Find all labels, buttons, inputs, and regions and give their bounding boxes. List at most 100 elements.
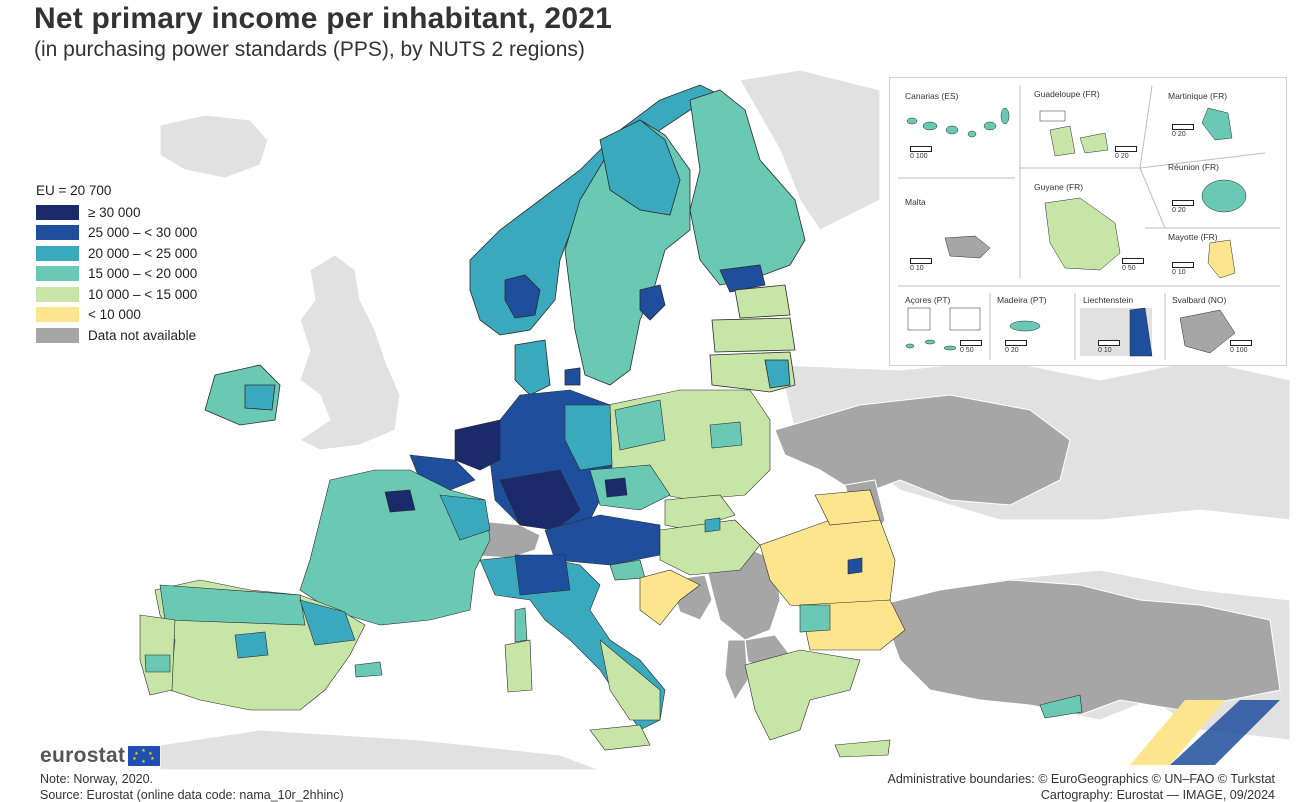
martinique-island: [1201, 107, 1233, 141]
croatia: [639, 569, 701, 626]
legend-label: ≥ 30 000: [88, 204, 141, 220]
romania-bucuresti: [847, 557, 863, 575]
germany-east: [564, 404, 613, 471]
source-note: Source: Eurostat (online data code: nama…: [40, 788, 344, 802]
ireland: [204, 364, 281, 426]
legend-item: 15 000 – < 20 000: [36, 264, 197, 285]
map-subtitle: (in purchasing power standards (PPS), by…: [34, 38, 585, 61]
central-europe: [544, 464, 761, 576]
norway-oslo: [504, 274, 541, 319]
legend-swatch: [36, 266, 79, 282]
scale-bar: 0 100: [910, 146, 932, 160]
sardinia: [504, 639, 533, 693]
scale-label: 0 50: [960, 347, 974, 354]
sweden-north: [599, 119, 681, 216]
admin-boundaries-note: Administrative boundaries: © EuroGeograp…: [887, 772, 1275, 786]
slovenia-croatia: [609, 559, 701, 626]
inset-label-martinique: Martinique (FR): [1168, 91, 1228, 101]
spain-catalonia: [299, 599, 356, 646]
scale-label: 0 10: [1172, 269, 1186, 276]
legend-label: 25 000 – < 30 000: [88, 225, 198, 241]
germany: [489, 389, 613, 531]
scale-label: 0 20: [1172, 131, 1186, 138]
czechia: [589, 464, 671, 511]
spain-madrid: [234, 631, 269, 659]
hungary: [659, 519, 761, 576]
portugal-lisboa: [144, 654, 171, 673]
inset-label-reunion: Réunion (FR): [1168, 162, 1220, 172]
sicily: [589, 724, 651, 751]
scale-bar: 0 20: [1115, 146, 1137, 160]
malta-island: [944, 235, 991, 259]
guyane-territory: [1044, 197, 1121, 271]
inset-dividers: [898, 85, 1280, 360]
albania: [724, 639, 749, 702]
scale-bar: 0 20: [1172, 124, 1194, 138]
legend-swatch: [36, 245, 79, 261]
ireland-dublin: [244, 384, 276, 411]
legend-swatch: [36, 307, 79, 323]
hungary-budapest: [704, 517, 721, 533]
canarias-islands: [906, 107, 1010, 138]
acores-islands: [905, 307, 981, 351]
corsica: [514, 607, 528, 643]
legend-item: ≥ 30 000: [36, 202, 197, 223]
romania-bulgaria: [759, 489, 906, 651]
romania-north: [814, 489, 881, 526]
decorative-stripes: [1130, 700, 1280, 765]
legend-label: Data not available: [88, 327, 197, 343]
north-africa: [159, 729, 601, 771]
russia-north: [739, 69, 881, 231]
france-paris: [384, 489, 416, 513]
map-title: Net primary income per inhabitant, 2021: [34, 2, 612, 35]
eurostat-logo: eurostat ★ ★ ★ ★ ★ ★: [40, 744, 161, 768]
legend-item: 25 000 – < 30 000: [36, 223, 197, 244]
scale-label: 0 100: [1230, 347, 1248, 354]
france: [299, 469, 528, 643]
scale-label: 0 100: [910, 153, 928, 160]
cyprus: [1039, 694, 1083, 719]
cartography-note: Cartography: Eurostat — IMAGE, 09/2024: [1040, 788, 1275, 802]
scale-bar: 0 20: [1005, 340, 1027, 354]
legend-swatch: [36, 286, 79, 302]
inset-label-guadeloupe: Guadeloupe (FR): [1034, 89, 1100, 99]
scale-bar: 0 10: [1098, 340, 1120, 354]
legend-item: < 10 000: [36, 305, 197, 326]
sweden: [564, 119, 691, 386]
inset-label-svalbard: Svalbard (NO): [1172, 295, 1227, 305]
mayotte-island: [1207, 239, 1236, 279]
scale-bar: 0 50: [960, 340, 982, 354]
greece: [744, 649, 891, 758]
iceland: [159, 114, 269, 179]
bulgaria-sofia: [799, 604, 831, 633]
scale-label: 0 20: [1115, 153, 1129, 160]
scale-bar: 0 50: [1122, 258, 1144, 272]
romania: [759, 519, 896, 611]
balearics: [354, 661, 383, 678]
lithuania-vilnius: [764, 359, 791, 389]
eu-flag-icon: ★ ★ ★ ★ ★ ★: [128, 746, 161, 766]
inset-label-guyane: Guyane (FR): [1034, 182, 1084, 192]
map-legend: EU = 20 700 ≥ 30 000 25 000 – < 30 000 2…: [36, 183, 197, 346]
scale-bar: 0 100: [1230, 340, 1252, 354]
scale-label: 0 20: [1172, 207, 1186, 214]
legend-label: 20 000 – < 25 000: [88, 245, 198, 261]
scale-bar: 0 10: [910, 258, 932, 272]
legend-swatch: [36, 204, 79, 220]
legend-eu-average: EU = 20 700: [36, 183, 112, 198]
scale-label: 0 50: [1122, 265, 1136, 272]
finland-helsinki: [719, 264, 766, 293]
italy: [479, 554, 666, 751]
legend-swatch: [36, 327, 79, 343]
italy-south: [599, 639, 661, 721]
madeira-island: [1009, 320, 1041, 332]
france-east: [439, 494, 491, 541]
norway: [469, 84, 721, 336]
legend-label: < 10 000: [88, 307, 141, 323]
germany-south: [499, 469, 581, 531]
iberia: [139, 579, 383, 711]
legend-label: 15 000 – < 20 000: [88, 266, 198, 282]
inset-panel: Canarias (ES) Guadeloupe (FR) Martinique…: [889, 77, 1287, 366]
latvia: [711, 317, 796, 353]
